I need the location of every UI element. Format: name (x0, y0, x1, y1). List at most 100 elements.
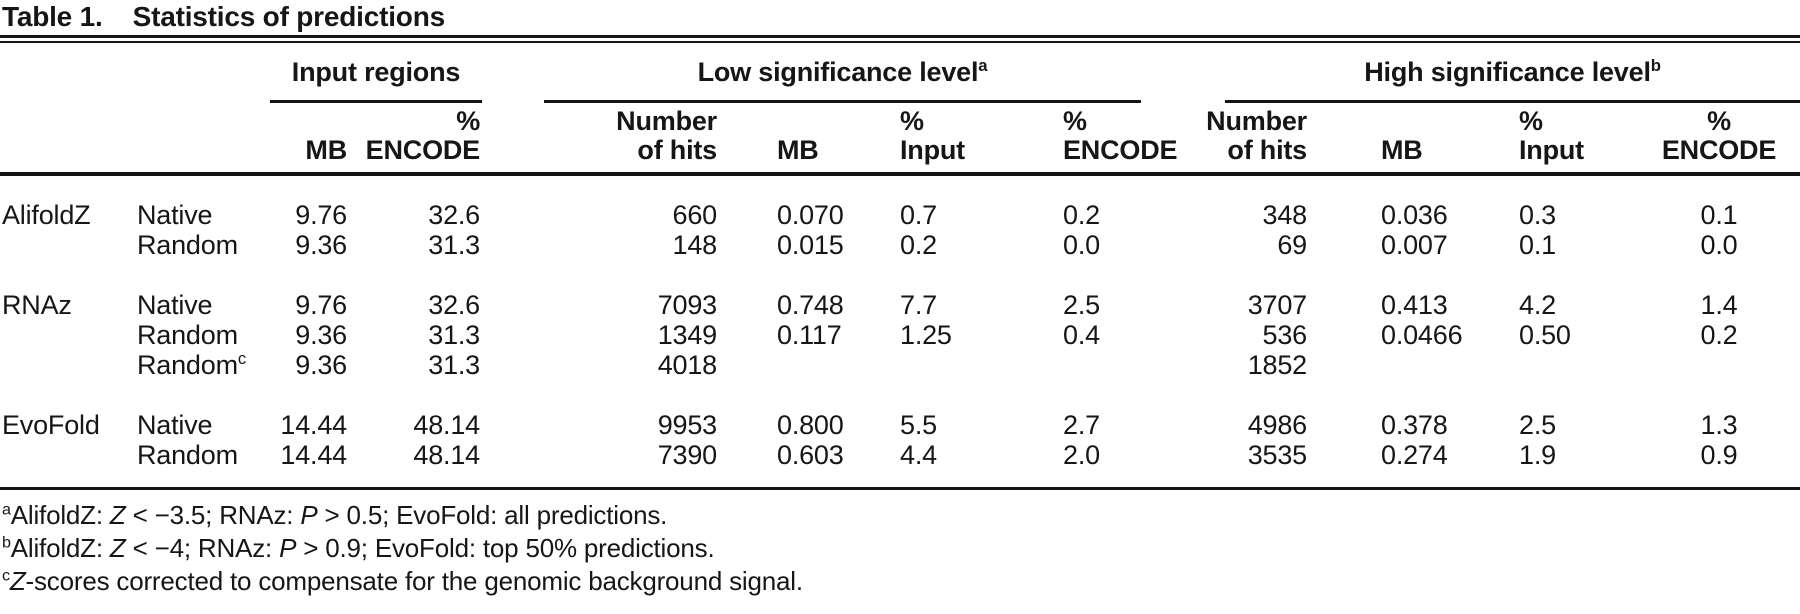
spacer-cell (0, 174, 1800, 200)
col-header-input-mb: MB (270, 103, 350, 176)
value-cell: 9.76 (295, 290, 347, 320)
bottom-rule (0, 470, 1800, 490)
col-header-high-pct-input: % Input (1516, 103, 1638, 176)
value-cell: 2.5 (1063, 290, 1100, 320)
value-cell: 0.1 (1519, 230, 1556, 260)
value-cell: 660 (672, 200, 718, 230)
value-cell: 48.14 (413, 410, 480, 440)
col-header-high-hits: Number of hits (1199, 103, 1309, 176)
set-label: Random (137, 350, 238, 380)
value-cell: 0.015 (777, 230, 844, 260)
value-cell (1516, 350, 1638, 380)
table-row: Random 9.36 31.3 1349 0.117 1.25 0.4 536… (0, 320, 1800, 350)
spacer-cell (0, 260, 1800, 290)
value-cell: 9.76 (295, 200, 347, 230)
set-cell: Random (137, 320, 270, 350)
value-cell: 0.0466 (1381, 320, 1463, 350)
value-cell: 0.117 (777, 320, 842, 350)
value-cell: 0.007 (1381, 230, 1448, 260)
value-cell: 1.9 (1519, 440, 1556, 470)
column-header-row: MB % ENCODE Number of hits MB % Input % … (0, 103, 1800, 176)
value-cell (1061, 350, 1199, 380)
spacer-row (0, 380, 1800, 410)
group-label-underline: Low significance levela (544, 57, 1141, 103)
value-cell: 7390 (657, 440, 717, 470)
method-cell (0, 350, 137, 380)
footnote-marker: c (2, 566, 10, 585)
col-header-method (0, 103, 137, 176)
group-header-row: Input regions Low significance levela Hi… (0, 43, 1800, 103)
method-cell (0, 320, 137, 350)
group-label: Low significance level (697, 57, 979, 87)
value-cell: 3707 (1247, 290, 1307, 320)
set-label: Random (137, 230, 238, 260)
value-cell: 1852 (1247, 350, 1307, 380)
col-header-low-mb: MB (719, 103, 897, 176)
value-cell: 4.4 (900, 440, 937, 470)
set-label: Random (137, 440, 238, 470)
footnotes: aAlifoldZ: Z < −3.5; RNAz: P > 0.5; EvoF… (0, 499, 1800, 598)
value-cell: 4018 (657, 350, 717, 380)
value-cell: 31.3 (428, 230, 480, 260)
value-cell: 1.3 (1700, 410, 1738, 440)
value-cell: 14.44 (280, 440, 347, 470)
value-cell: 31.3 (428, 320, 480, 350)
table-row: Randomc 9.36 31.3 4018 1852 (0, 350, 1800, 380)
footnote-marker: b (2, 533, 11, 552)
value-cell: 0.2 (1700, 320, 1738, 350)
value-cell: 2.0 (1063, 440, 1100, 470)
group-label-underline: High significance levelb (1225, 57, 1800, 103)
method-cell (0, 230, 137, 260)
value-cell: 0.2 (1063, 200, 1100, 230)
set-label: Native (137, 200, 213, 230)
value-cell: 1349 (657, 320, 717, 350)
value-cell: 0.413 (1381, 290, 1448, 320)
set-cell: Native (137, 200, 270, 230)
title-rule (0, 35, 1800, 43)
value-cell: 0.1 (1700, 200, 1738, 230)
set-superscript: c (237, 349, 247, 368)
set-cell: Native (137, 410, 270, 440)
set-cell: Random (137, 440, 270, 470)
bottom-rule-row (0, 470, 1800, 490)
value-cell: 9.36 (295, 230, 347, 260)
footnote-text: AlifoldZ: Z < −4; RNAz: P > 0.9; EvoFold… (10, 533, 715, 563)
table-number: Table 1. (2, 1, 103, 32)
spacer-row (0, 174, 1800, 200)
value-cell: 4.2 (1519, 290, 1556, 320)
footnote-a: aAlifoldZ: Z < −3.5; RNAz: P > 0.5; EvoF… (2, 499, 1800, 532)
value-cell: 9.36 (295, 320, 347, 350)
col-header-high-mb: MB (1309, 103, 1516, 176)
value-cell: 0.0 (1700, 230, 1738, 260)
value-cell: 14.44 (280, 410, 347, 440)
spacer-cell (0, 380, 1800, 410)
set-cell: Randomc (137, 350, 270, 380)
value-cell: 348 (1262, 200, 1308, 230)
footnote-marker: a (2, 500, 11, 519)
value-cell: 148 (672, 230, 718, 260)
value-cell: 69 (1277, 230, 1307, 260)
table-head: Input regions Low significance levela Hi… (0, 43, 1800, 176)
value-cell: 0.036 (1381, 200, 1448, 230)
table-caption: Statistics of predictions (132, 1, 446, 32)
group-superscript: b (1650, 56, 1661, 75)
value-cell: 0.070 (777, 200, 844, 230)
footnote-text: AlifoldZ: Z < −3.5; RNAz: P > 0.5; EvoFo… (10, 500, 668, 530)
statistics-table: Input regions Low significance levela Hi… (0, 43, 1800, 490)
value-cell: 0.603 (777, 440, 844, 470)
table-row: Random 14.44 48.14 7390 0.603 4.4 2.0 35… (0, 440, 1800, 470)
value-cell: 0.7 (900, 200, 937, 230)
table-foot (0, 470, 1800, 490)
col-header-set (137, 103, 270, 176)
value-cell (719, 350, 897, 380)
col-header-low-pct-input: % Input (897, 103, 1061, 176)
method-cell (0, 440, 137, 470)
group-superscript: a (978, 56, 988, 75)
value-cell: 536 (1262, 320, 1308, 350)
col-header-high-pct-encode: % ENCODE (1638, 103, 1800, 176)
value-cell: 4986 (1247, 410, 1307, 440)
value-cell: 32.6 (428, 290, 480, 320)
table-figure: Table 1. Statistics of predictions Input … (0, 1, 1800, 598)
value-cell: 7.7 (900, 290, 937, 320)
set-label: Native (137, 410, 213, 440)
